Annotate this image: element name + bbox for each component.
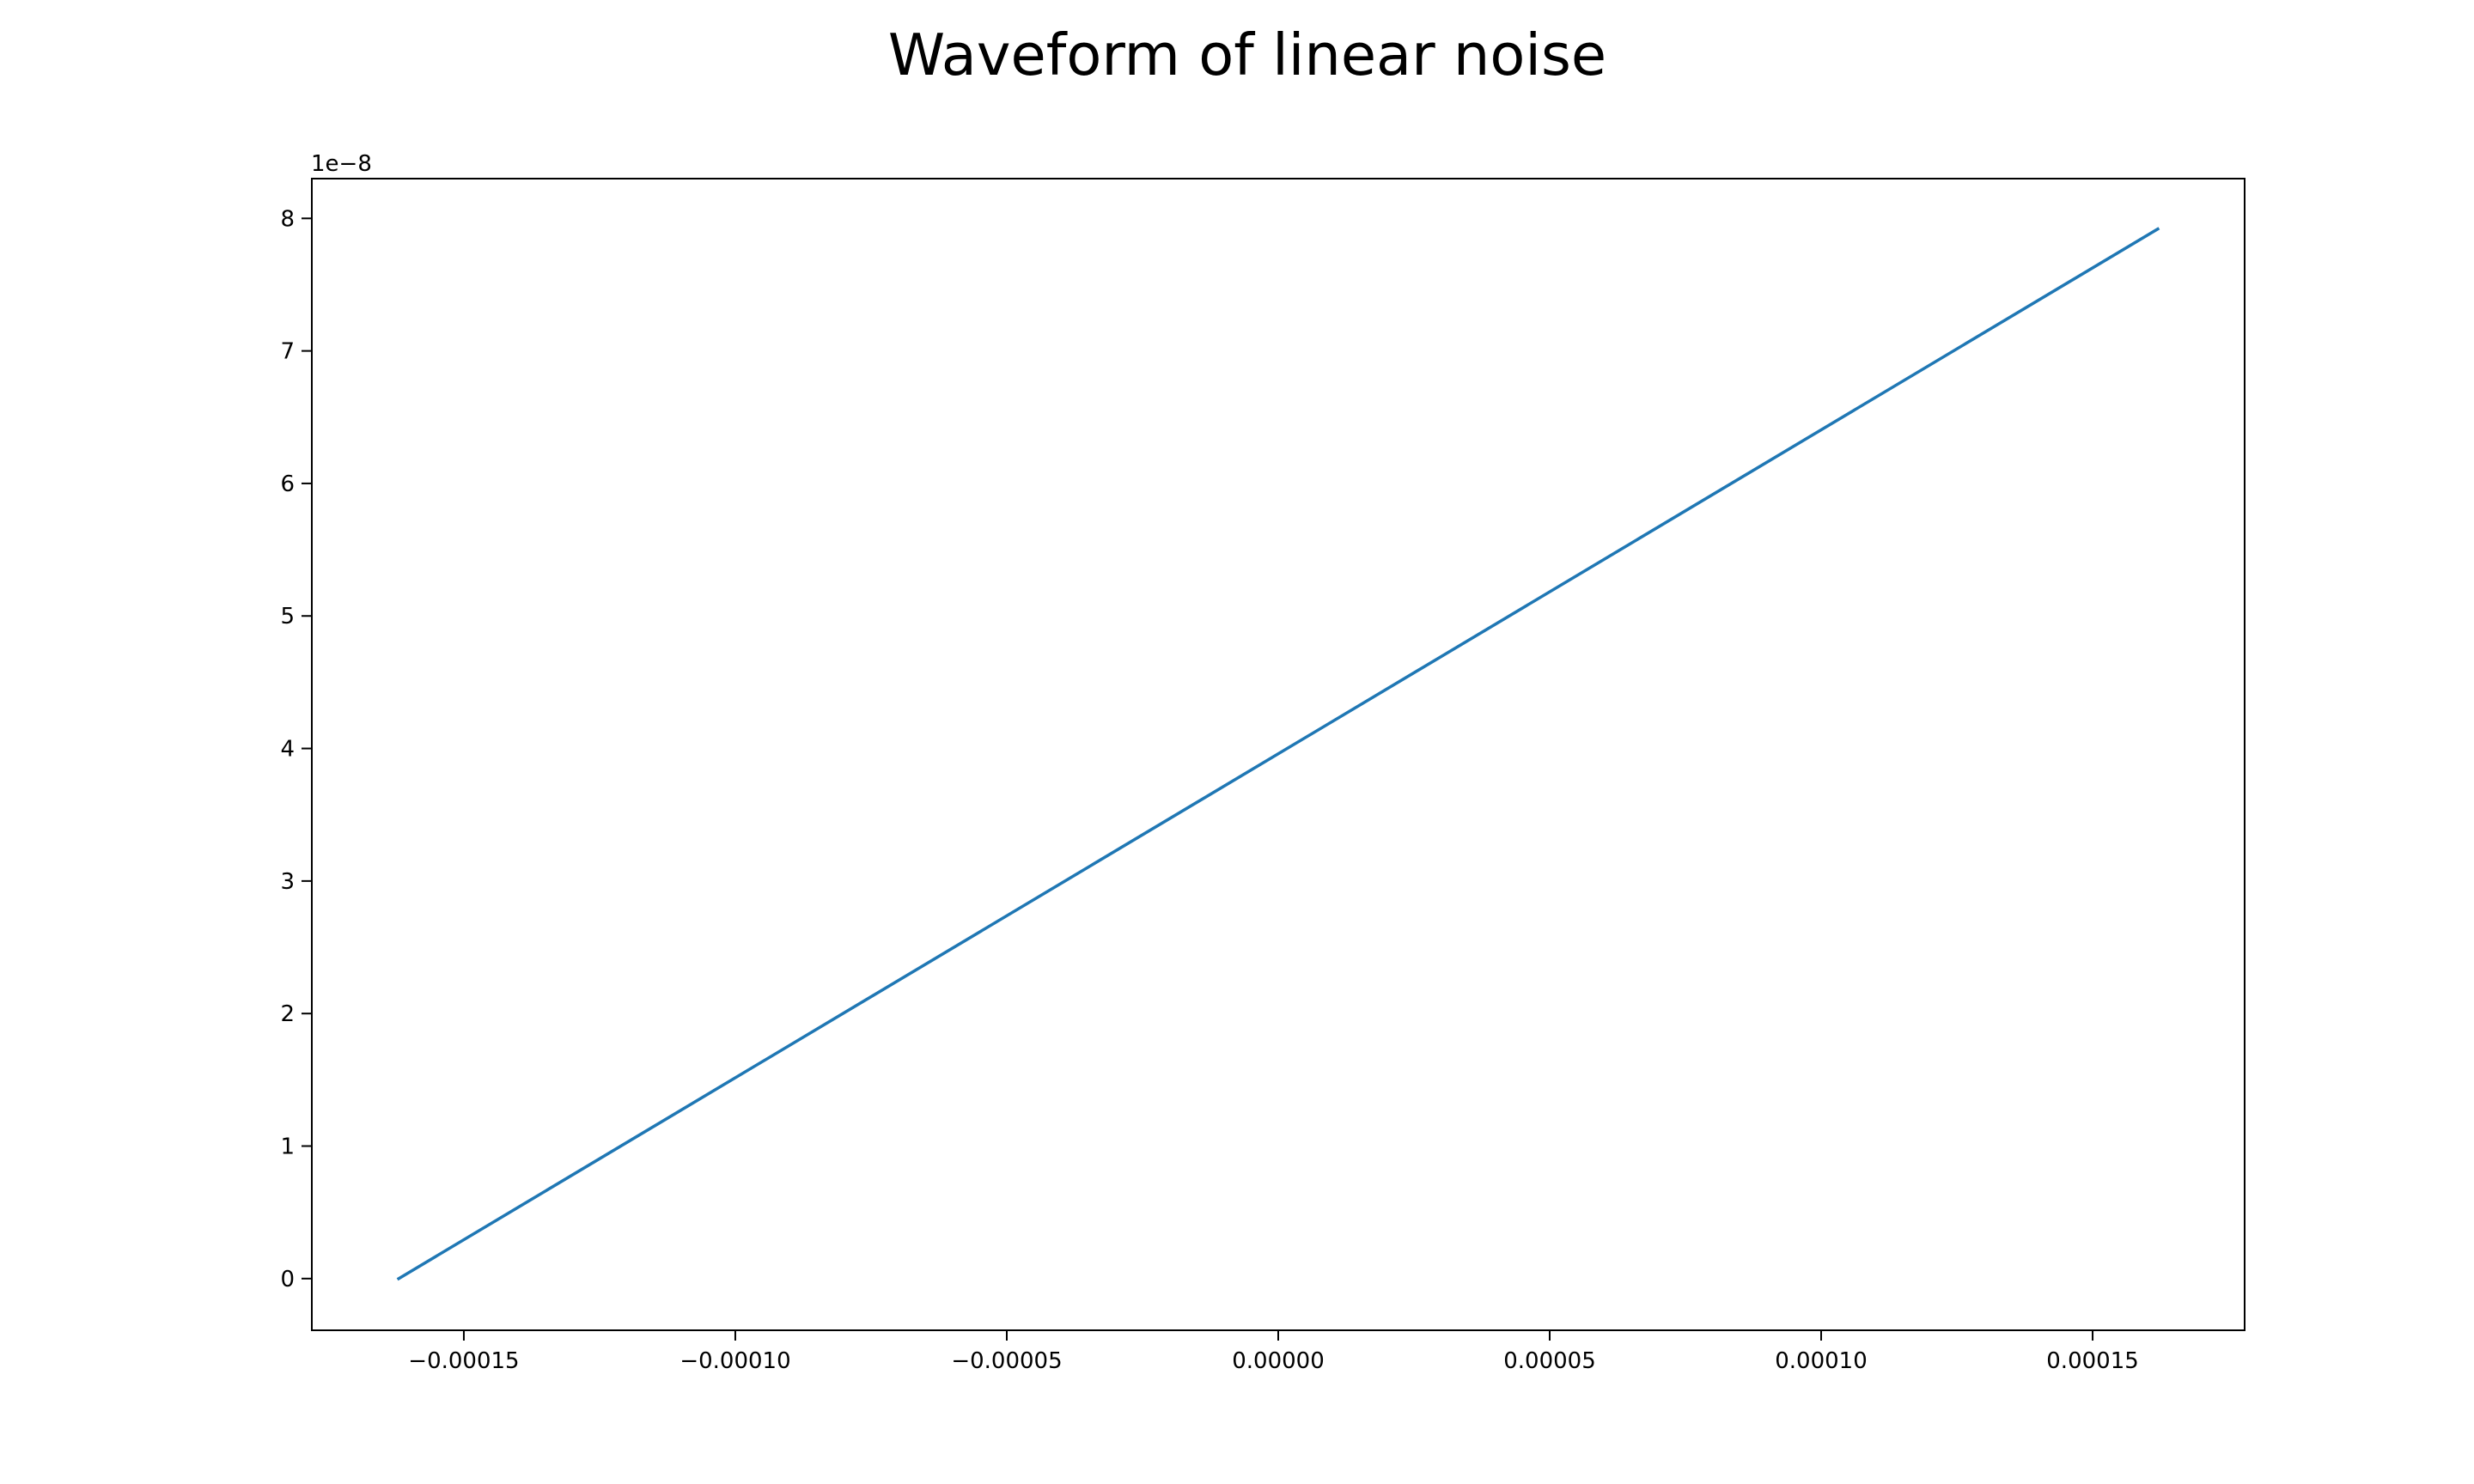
series-layer	[396, 227, 2160, 1281]
x-tick-label: 0.00005	[1503, 1348, 1596, 1374]
y-tick-label: 7	[280, 339, 295, 365]
y-tick-label: 1	[280, 1134, 295, 1160]
y-axis-offset-label: 1e−8	[311, 151, 372, 177]
y-axis: 0 1 2 3 4 5 6 7 8	[280, 206, 312, 1292]
x-tick-label: 0.00010	[1775, 1348, 1868, 1374]
y-tick-label: 5	[280, 604, 295, 629]
x-tick-label: −0.00010	[679, 1348, 790, 1374]
chart-title: Waveform of linear noise	[888, 21, 1606, 88]
x-tick-label: 0.00000	[1232, 1348, 1325, 1374]
series-line-0	[396, 227, 2160, 1281]
y-tick-label: 4	[280, 737, 295, 763]
x-axis: −0.00015 −0.00010 −0.00005 0.00000 0.00005 0.…	[408, 1330, 2139, 1374]
y-tick-label: 2	[280, 1001, 295, 1027]
y-tick-label: 0	[280, 1267, 295, 1292]
x-tick-label: 0.00015	[2046, 1348, 2139, 1374]
x-tick-label: −0.00005	[951, 1348, 1062, 1374]
x-tick-label: −0.00015	[408, 1348, 519, 1374]
y-tick-label: 8	[280, 206, 295, 232]
plot-frame	[311, 178, 2245, 1331]
y-tick-label: 3	[280, 869, 295, 895]
y-tick-label: 6	[280, 471, 295, 497]
